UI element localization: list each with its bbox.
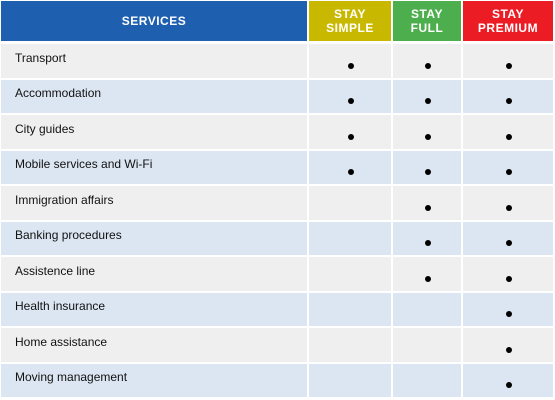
included-dot (348, 62, 354, 69)
service-cell: Banking procedures (1, 221, 307, 255)
header-services-text: SERVICES (121, 14, 187, 28)
service-cell: City guides (1, 115, 307, 149)
plan-cell (393, 257, 461, 291)
service-cell-text: Banking procedures (15, 228, 122, 243)
included-dot (506, 311, 512, 318)
included-dot (425, 133, 431, 140)
plan-cell (393, 79, 461, 113)
plan-cell (393, 328, 461, 362)
service-cell: Health insurance (1, 292, 307, 326)
plan-cell (393, 150, 461, 184)
plan-cell (393, 186, 461, 220)
included-dot (506, 169, 512, 176)
service-cell: Mobile services and Wi-Fi (1, 150, 307, 184)
plan-cell (463, 186, 553, 220)
plan-cell (393, 115, 461, 149)
included-dot (506, 204, 512, 211)
plan-cell (309, 115, 391, 149)
service-cell: Accommodation (1, 79, 307, 113)
service-cell: Immigration affairs (1, 186, 307, 220)
plan-cell (309, 79, 391, 113)
header-plan: STAY FULL (393, 1, 461, 41)
service-cell-text: Mobile services and Wi-Fi (15, 157, 153, 172)
plan-cell (463, 328, 553, 362)
service-cell-text: Moving management (15, 370, 128, 385)
included-dot (506, 275, 512, 282)
header-services: SERVICES (1, 1, 307, 41)
included-dot (425, 98, 431, 105)
included-dot (506, 98, 512, 105)
header-plan: STAY PREMIUM (463, 1, 553, 41)
included-dot (348, 98, 354, 105)
service-cell: Moving management (1, 363, 307, 397)
plan-cell (393, 292, 461, 326)
plan-cell (309, 150, 391, 184)
plan-cell (463, 221, 553, 255)
included-dot (506, 62, 512, 69)
included-dot (348, 133, 354, 140)
included-dot (425, 275, 431, 282)
plan-cell (309, 221, 391, 255)
plan-cell (309, 363, 391, 397)
header-plan-text: STAY PREMIUM (477, 7, 539, 35)
header-plan-text: STAY SIMPLE (326, 7, 374, 35)
included-dot (348, 169, 354, 176)
plan-cell (393, 44, 461, 78)
plan-cell (463, 44, 553, 78)
service-cell-text: Transport (15, 50, 66, 65)
service-cell: Home assistance (1, 328, 307, 362)
service-cell-text: Home assistance (15, 334, 108, 349)
service-cell: Assistence line (1, 257, 307, 291)
plan-cell (463, 292, 553, 326)
header-plan-text: STAY FULL (410, 7, 444, 35)
included-dot (425, 169, 431, 176)
included-dot (425, 204, 431, 211)
plan-cell (309, 292, 391, 326)
plan-cell (309, 44, 391, 78)
plan-cell (309, 328, 391, 362)
included-dot (425, 62, 431, 69)
plan-cell (463, 79, 553, 113)
service-cell: Transport (1, 44, 307, 78)
plan-cell (463, 363, 553, 397)
header-plan: STAY SIMPLE (309, 1, 391, 41)
service-cell-text: City guides (15, 121, 75, 136)
service-cell-text: Immigration affairs (15, 192, 114, 207)
included-dot (506, 240, 512, 247)
plan-cell (463, 115, 553, 149)
included-dot (506, 382, 512, 389)
plan-cell (309, 257, 391, 291)
service-cell-text: Accommodation (15, 86, 102, 101)
plan-cell (393, 221, 461, 255)
included-dot (506, 133, 512, 140)
plan-cell (463, 257, 553, 291)
plan-cell (393, 363, 461, 397)
plan-cell (463, 150, 553, 184)
service-cell-text: Assistence line (15, 263, 96, 278)
plan-cell (309, 186, 391, 220)
included-dot (506, 346, 512, 353)
service-cell-text: Health insurance (15, 299, 106, 314)
included-dot (425, 240, 431, 247)
